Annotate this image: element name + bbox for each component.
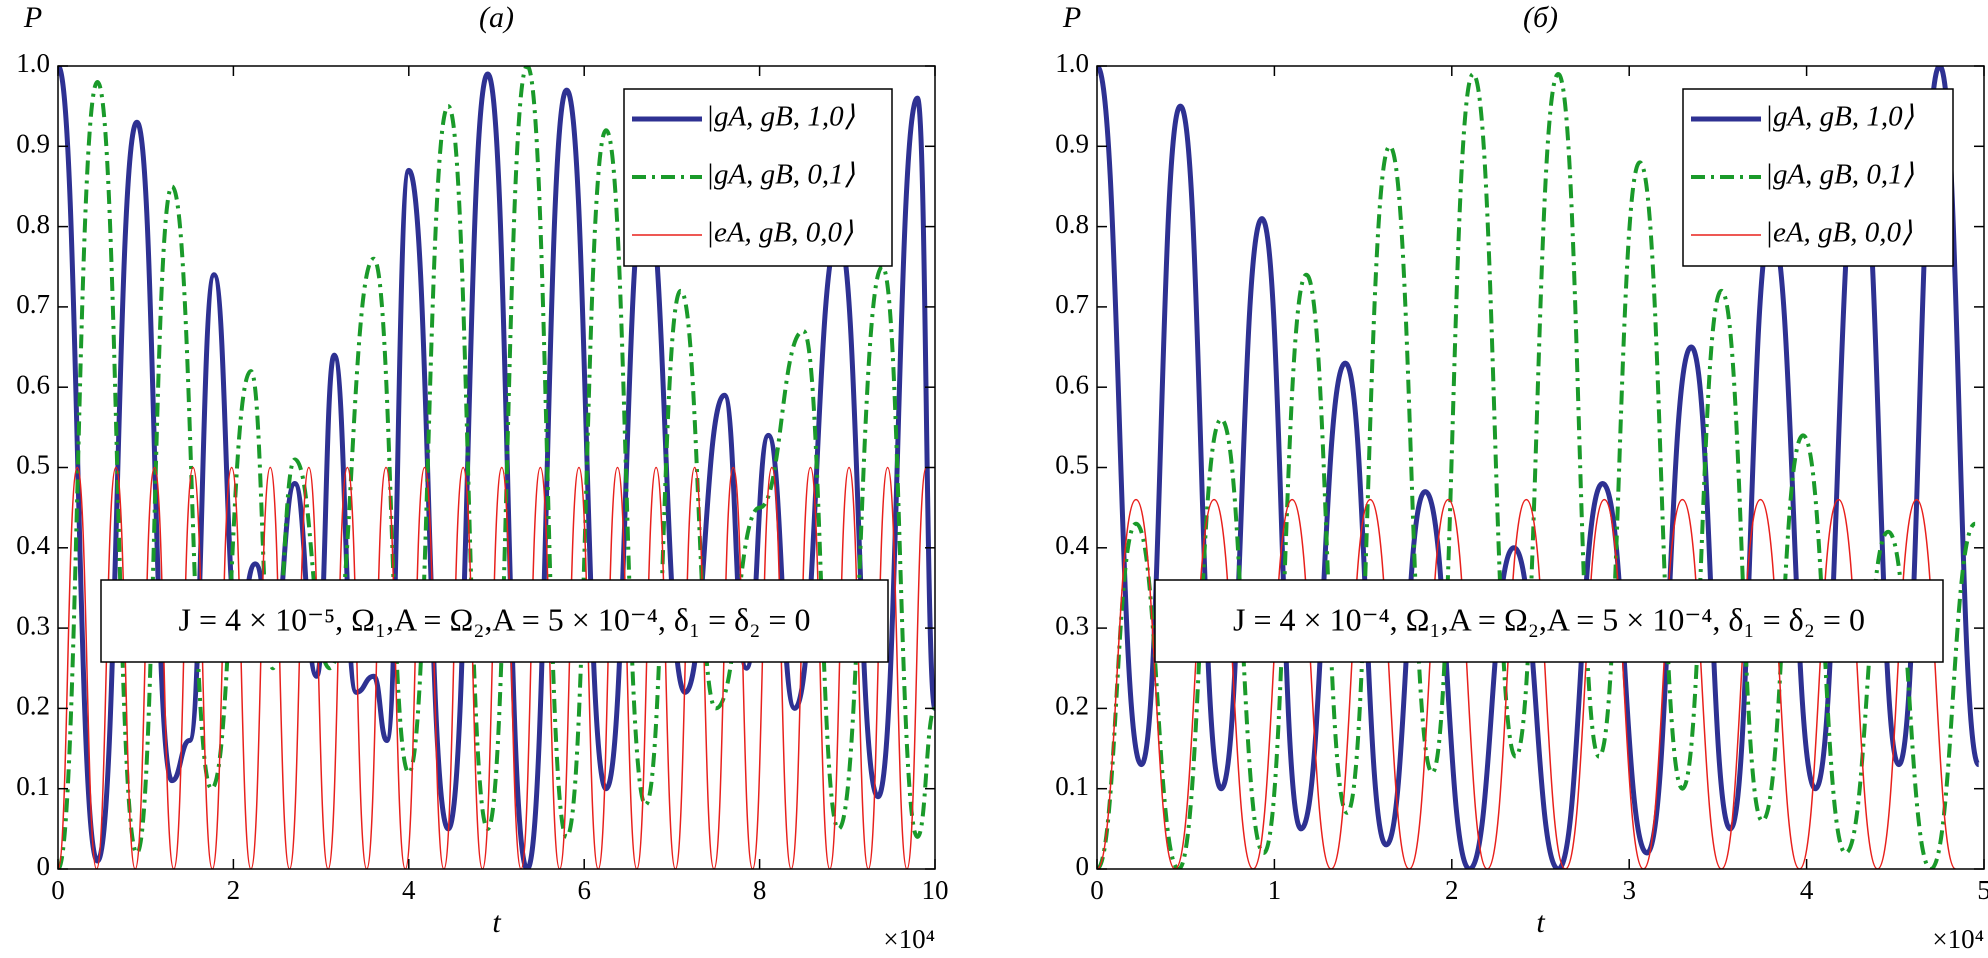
y-tick-label: 1.0: [16, 48, 50, 78]
x-tick-label: 0: [1090, 875, 1104, 905]
x-axis-label: t: [492, 906, 501, 939]
legend-label: |eA, gB, 0,0⟩: [1765, 217, 1912, 249]
panel: 0 2 4 6 8 10 0 0.1 0.2 0.3 0.4 0.5 0.6 0.7 0.8 0.9 1.0 (a…: [16, 1, 948, 954]
panel-title: (a): [479, 1, 514, 34]
x-tick-label: 6: [577, 875, 591, 905]
y-tick-label: 0.8: [16, 209, 50, 239]
x-tick-label: 3: [1622, 875, 1636, 905]
annotation: J = 4 × 10⁻⁴, Ω₁,A = Ω₂,A = 5 × 10⁻⁴, δ₁…: [1233, 601, 1865, 637]
y-tick-label: 0.9: [1055, 129, 1089, 159]
y-tick-label: 1.0: [1055, 48, 1089, 78]
data-line: [1097, 498, 1957, 869]
y-tick-label: 0.7: [16, 289, 50, 319]
series-group: [58, 66, 935, 869]
y-tick-label: 0.1: [1055, 771, 1089, 801]
annotation-box: [1154, 579, 1944, 663]
data-line: [58, 66, 935, 869]
x-axis-label: t: [1536, 906, 1545, 939]
axes-frame: [57, 65, 936, 870]
y-tick-label: 0.7: [1055, 289, 1089, 319]
x-tick-label: 5: [1977, 875, 1988, 905]
y-tick-label: 0: [1076, 851, 1090, 881]
y-tick-label: 0.5: [16, 450, 50, 480]
legend-label: |eA, gB, 0,0⟩: [706, 217, 853, 249]
legend-label: |gA, gB, 0,1⟩: [706, 159, 855, 191]
y-tick-label: 0.9: [16, 129, 50, 159]
legend-label: |gA, gB, 1,0⟩: [706, 101, 855, 133]
axes-frame: [1096, 65, 1985, 870]
y-axis-label: P: [1062, 1, 1081, 34]
y-tick-label: 0.4: [1055, 530, 1089, 560]
legend-label: |gA, gB, 0,1⟩: [1765, 159, 1914, 191]
x-multiplier: ×10⁴: [883, 924, 935, 954]
x-tick-label: 4: [402, 875, 416, 905]
x-tick-label: 10: [922, 875, 949, 905]
x-multiplier: ×10⁴: [1932, 924, 1984, 954]
x-tick-label: 8: [753, 875, 767, 905]
y-axis-label: P: [23, 1, 42, 34]
y-tick-label: 0.1: [16, 771, 50, 801]
y-tick-label: 0.5: [1055, 450, 1089, 480]
y-tick-label: 0.3: [1055, 610, 1089, 640]
panel: 0 1 2 3 4 5 0 0.1 0.2 0.3 0.4 0.5 0.6 0.7 0.8 0.9 1.0 (б)…: [1055, 1, 1988, 954]
y-tick-label: 0.8: [1055, 209, 1089, 239]
y-tick-label: 0.6: [1055, 369, 1089, 399]
annotation: J = 4 × 10⁻⁵, Ω₁,A = Ω₂,A = 5 × 10⁻⁴, δ₁…: [179, 601, 811, 637]
annotation-box: [100, 579, 889, 663]
x-tick-label: 2: [227, 875, 241, 905]
y-tick-label: 0.4: [16, 530, 50, 560]
y-tick-label: 0: [37, 851, 51, 881]
x-tick-label: 1: [1268, 875, 1282, 905]
x-tick-label: 4: [1800, 875, 1814, 905]
legend-label: |gA, gB, 1,0⟩: [1765, 101, 1914, 133]
data-line: [58, 66, 935, 869]
x-tick-label: 2: [1445, 875, 1459, 905]
y-tick-label: 0.2: [16, 691, 50, 721]
y-tick-label: 0.6: [16, 369, 50, 399]
data-line: [58, 466, 927, 869]
y-tick-label: 0.3: [16, 610, 50, 640]
y-tick-label: 0.2: [1055, 691, 1089, 721]
x-tick-label: 0: [51, 875, 65, 905]
panel-title: (б): [1523, 1, 1558, 34]
